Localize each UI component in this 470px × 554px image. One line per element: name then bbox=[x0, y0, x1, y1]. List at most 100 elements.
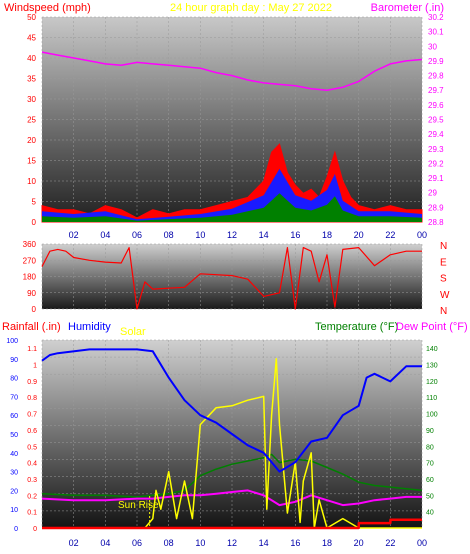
x-tick-label: 00 bbox=[417, 538, 427, 548]
rainfall-series bbox=[42, 518, 422, 530]
barometer-axis-label: Barometer (.in) bbox=[371, 2, 444, 14]
baro-y-tick: 30.1 bbox=[428, 28, 444, 37]
wind-y-tick: 40 bbox=[27, 54, 36, 63]
baro-y-tick: 29.7 bbox=[428, 86, 444, 95]
direction-y-tick: 0 bbox=[32, 305, 37, 314]
temp-y-tick: 110 bbox=[426, 395, 437, 402]
rainfall-axis-label: Rainfall (.in) bbox=[2, 321, 61, 333]
rain-y-tick: 0.7 bbox=[27, 412, 37, 419]
x-tick-label: 22 bbox=[385, 538, 395, 548]
humidity-axis-label: Humidity bbox=[68, 321, 111, 333]
x-tick-label: 06 bbox=[132, 538, 142, 548]
x-tick-label: 14 bbox=[259, 230, 269, 240]
wind-y-tick: 5 bbox=[32, 198, 37, 207]
x-tick-label: 14 bbox=[259, 538, 269, 548]
temp-y-tick: 40 bbox=[426, 510, 434, 517]
baro-y-tick: 29.5 bbox=[428, 116, 444, 125]
wind-y-tick: 50 bbox=[27, 13, 36, 22]
humidity-y-tick: 100 bbox=[6, 338, 18, 345]
rain-y-tick: 0.1 bbox=[27, 510, 37, 517]
chart-layer: 0510152025303540455028.828.92929.129.229… bbox=[6, 13, 450, 548]
wind-y-tick: 45 bbox=[27, 34, 36, 43]
baro-y-tick: 29.6 bbox=[428, 101, 444, 110]
humidity-y-tick: 70 bbox=[10, 394, 18, 401]
baro-y-tick: 30 bbox=[428, 42, 437, 51]
baro-y-tick: 29 bbox=[428, 189, 437, 198]
rain-y-tick: 0.5 bbox=[27, 444, 37, 451]
x-tick-label: 10 bbox=[195, 230, 205, 240]
x-tick-label: 10 bbox=[195, 538, 205, 548]
humidity-y-tick: 80 bbox=[10, 376, 18, 383]
x-tick-label: 08 bbox=[164, 538, 174, 548]
dewpoint-series bbox=[41, 489, 422, 507]
graph-title: 24 hour graph day : May 27 2022 bbox=[170, 2, 332, 14]
wind-y-tick: 30 bbox=[27, 95, 36, 104]
baro-y-tick: 28.9 bbox=[428, 203, 444, 212]
wind-y-tick: 10 bbox=[27, 177, 36, 186]
temp-y-tick: 50 bbox=[426, 493, 434, 500]
x-tick-label: 20 bbox=[354, 230, 364, 240]
baro-y-tick: 29.8 bbox=[428, 72, 444, 81]
temp-y-tick: 100 bbox=[426, 412, 438, 419]
x-tick-label: 16 bbox=[290, 538, 300, 548]
baro-y-tick: 29.4 bbox=[428, 130, 444, 139]
compass-label: S bbox=[440, 274, 447, 285]
x-tick-label: 02 bbox=[69, 230, 79, 240]
baro-y-tick: 28.8 bbox=[428, 218, 444, 227]
windspeed-axis-label: Windspeed (mph) bbox=[4, 2, 91, 14]
temp-y-tick: 140 bbox=[426, 346, 438, 353]
x-tick-label: 16 bbox=[290, 230, 300, 240]
temperature-axis-label: Temperature (°F) bbox=[315, 321, 398, 333]
sunrise-label: Sun Rise bbox=[118, 500, 159, 511]
x-tick-label: 04 bbox=[100, 230, 110, 240]
humidity-y-tick: 0 bbox=[14, 526, 18, 533]
rain-y-tick: 0 bbox=[33, 526, 37, 533]
compass-label: N bbox=[440, 306, 447, 317]
direction-y-tick: 360 bbox=[23, 240, 37, 249]
wind-y-tick: 20 bbox=[27, 136, 36, 145]
humidity-y-tick: 50 bbox=[10, 432, 18, 439]
baro-y-tick: 30.2 bbox=[428, 13, 444, 22]
x-tick-label: 22 bbox=[385, 230, 395, 240]
x-tick-label: 02 bbox=[69, 538, 79, 548]
compass-label: N bbox=[440, 241, 447, 252]
baro-y-tick: 29.2 bbox=[428, 159, 444, 168]
wind-y-tick: 35 bbox=[27, 75, 36, 84]
temp-y-tick: 130 bbox=[426, 363, 438, 370]
baro-y-tick: 29.1 bbox=[428, 174, 444, 183]
wind-average-series bbox=[42, 193, 422, 222]
solar-label: Solar bbox=[120, 326, 146, 338]
wind-y-tick: 0 bbox=[32, 218, 37, 227]
humidity-y-tick: 90 bbox=[10, 357, 18, 364]
baro-y-tick: 29.3 bbox=[428, 145, 444, 154]
wind-y-tick: 15 bbox=[27, 157, 36, 166]
direction-y-tick: 90 bbox=[27, 289, 36, 298]
x-tick-label: 12 bbox=[227, 538, 237, 548]
temp-y-tick: 60 bbox=[426, 477, 434, 484]
wind-direction-series bbox=[41, 247, 422, 310]
temperature-series bbox=[41, 453, 423, 498]
direction-y-tick: 270 bbox=[23, 256, 37, 265]
x-tick-label: 12 bbox=[227, 230, 237, 240]
compass-label: E bbox=[440, 257, 447, 268]
temp-y-tick: 120 bbox=[426, 379, 438, 386]
humidity-series bbox=[41, 348, 422, 473]
direction-y-tick: 180 bbox=[23, 273, 37, 282]
rain-y-tick: 0.9 bbox=[27, 379, 37, 386]
x-tick-label: 00 bbox=[417, 230, 427, 240]
humidity-y-tick: 10 bbox=[10, 507, 18, 514]
temp-y-tick: 90 bbox=[426, 428, 434, 435]
humidity-y-tick: 60 bbox=[10, 413, 18, 420]
x-tick-label: 18 bbox=[322, 230, 332, 240]
humidity-y-tick: 30 bbox=[10, 470, 18, 477]
temp-y-tick: 80 bbox=[426, 444, 434, 451]
rain-y-tick: 0.6 bbox=[27, 428, 37, 435]
x-tick-label: 08 bbox=[164, 230, 174, 240]
x-tick-label: 20 bbox=[354, 538, 364, 548]
baro-y-tick: 29.9 bbox=[428, 57, 444, 66]
x-tick-label: 04 bbox=[100, 538, 110, 548]
rain-y-tick: 0.3 bbox=[27, 477, 37, 484]
rain-y-tick: 1 bbox=[33, 363, 37, 370]
